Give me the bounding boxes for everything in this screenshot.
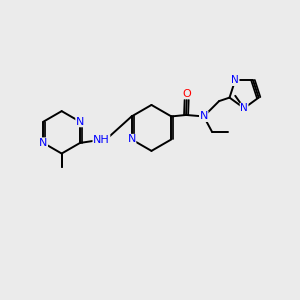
Text: N: N — [76, 117, 84, 127]
Text: N: N — [128, 134, 136, 144]
Text: N: N — [39, 138, 47, 148]
Text: NH: NH — [93, 135, 110, 145]
Text: N: N — [200, 111, 208, 122]
Text: O: O — [182, 89, 191, 99]
Text: N: N — [231, 76, 239, 85]
Text: N: N — [240, 103, 248, 113]
